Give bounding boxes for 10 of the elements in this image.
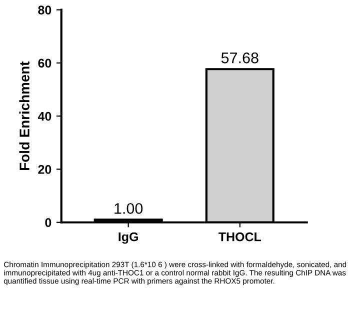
x-tick-label: IgG [118, 232, 138, 244]
y-axis-title: Fold Enrichment [19, 61, 30, 170]
data-label: 57.68 [221, 52, 258, 64]
y-tick-label: 0 [45, 218, 52, 228]
y-tick-label: 20 [38, 165, 52, 174]
y-tick-label: 60 [38, 58, 52, 68]
y-tick-label: 40 [38, 112, 52, 121]
y-tick-label: 80 [38, 6, 52, 14]
x-tick-label: THOCL [218, 232, 262, 242]
data-label: 1.00 [114, 203, 143, 214]
